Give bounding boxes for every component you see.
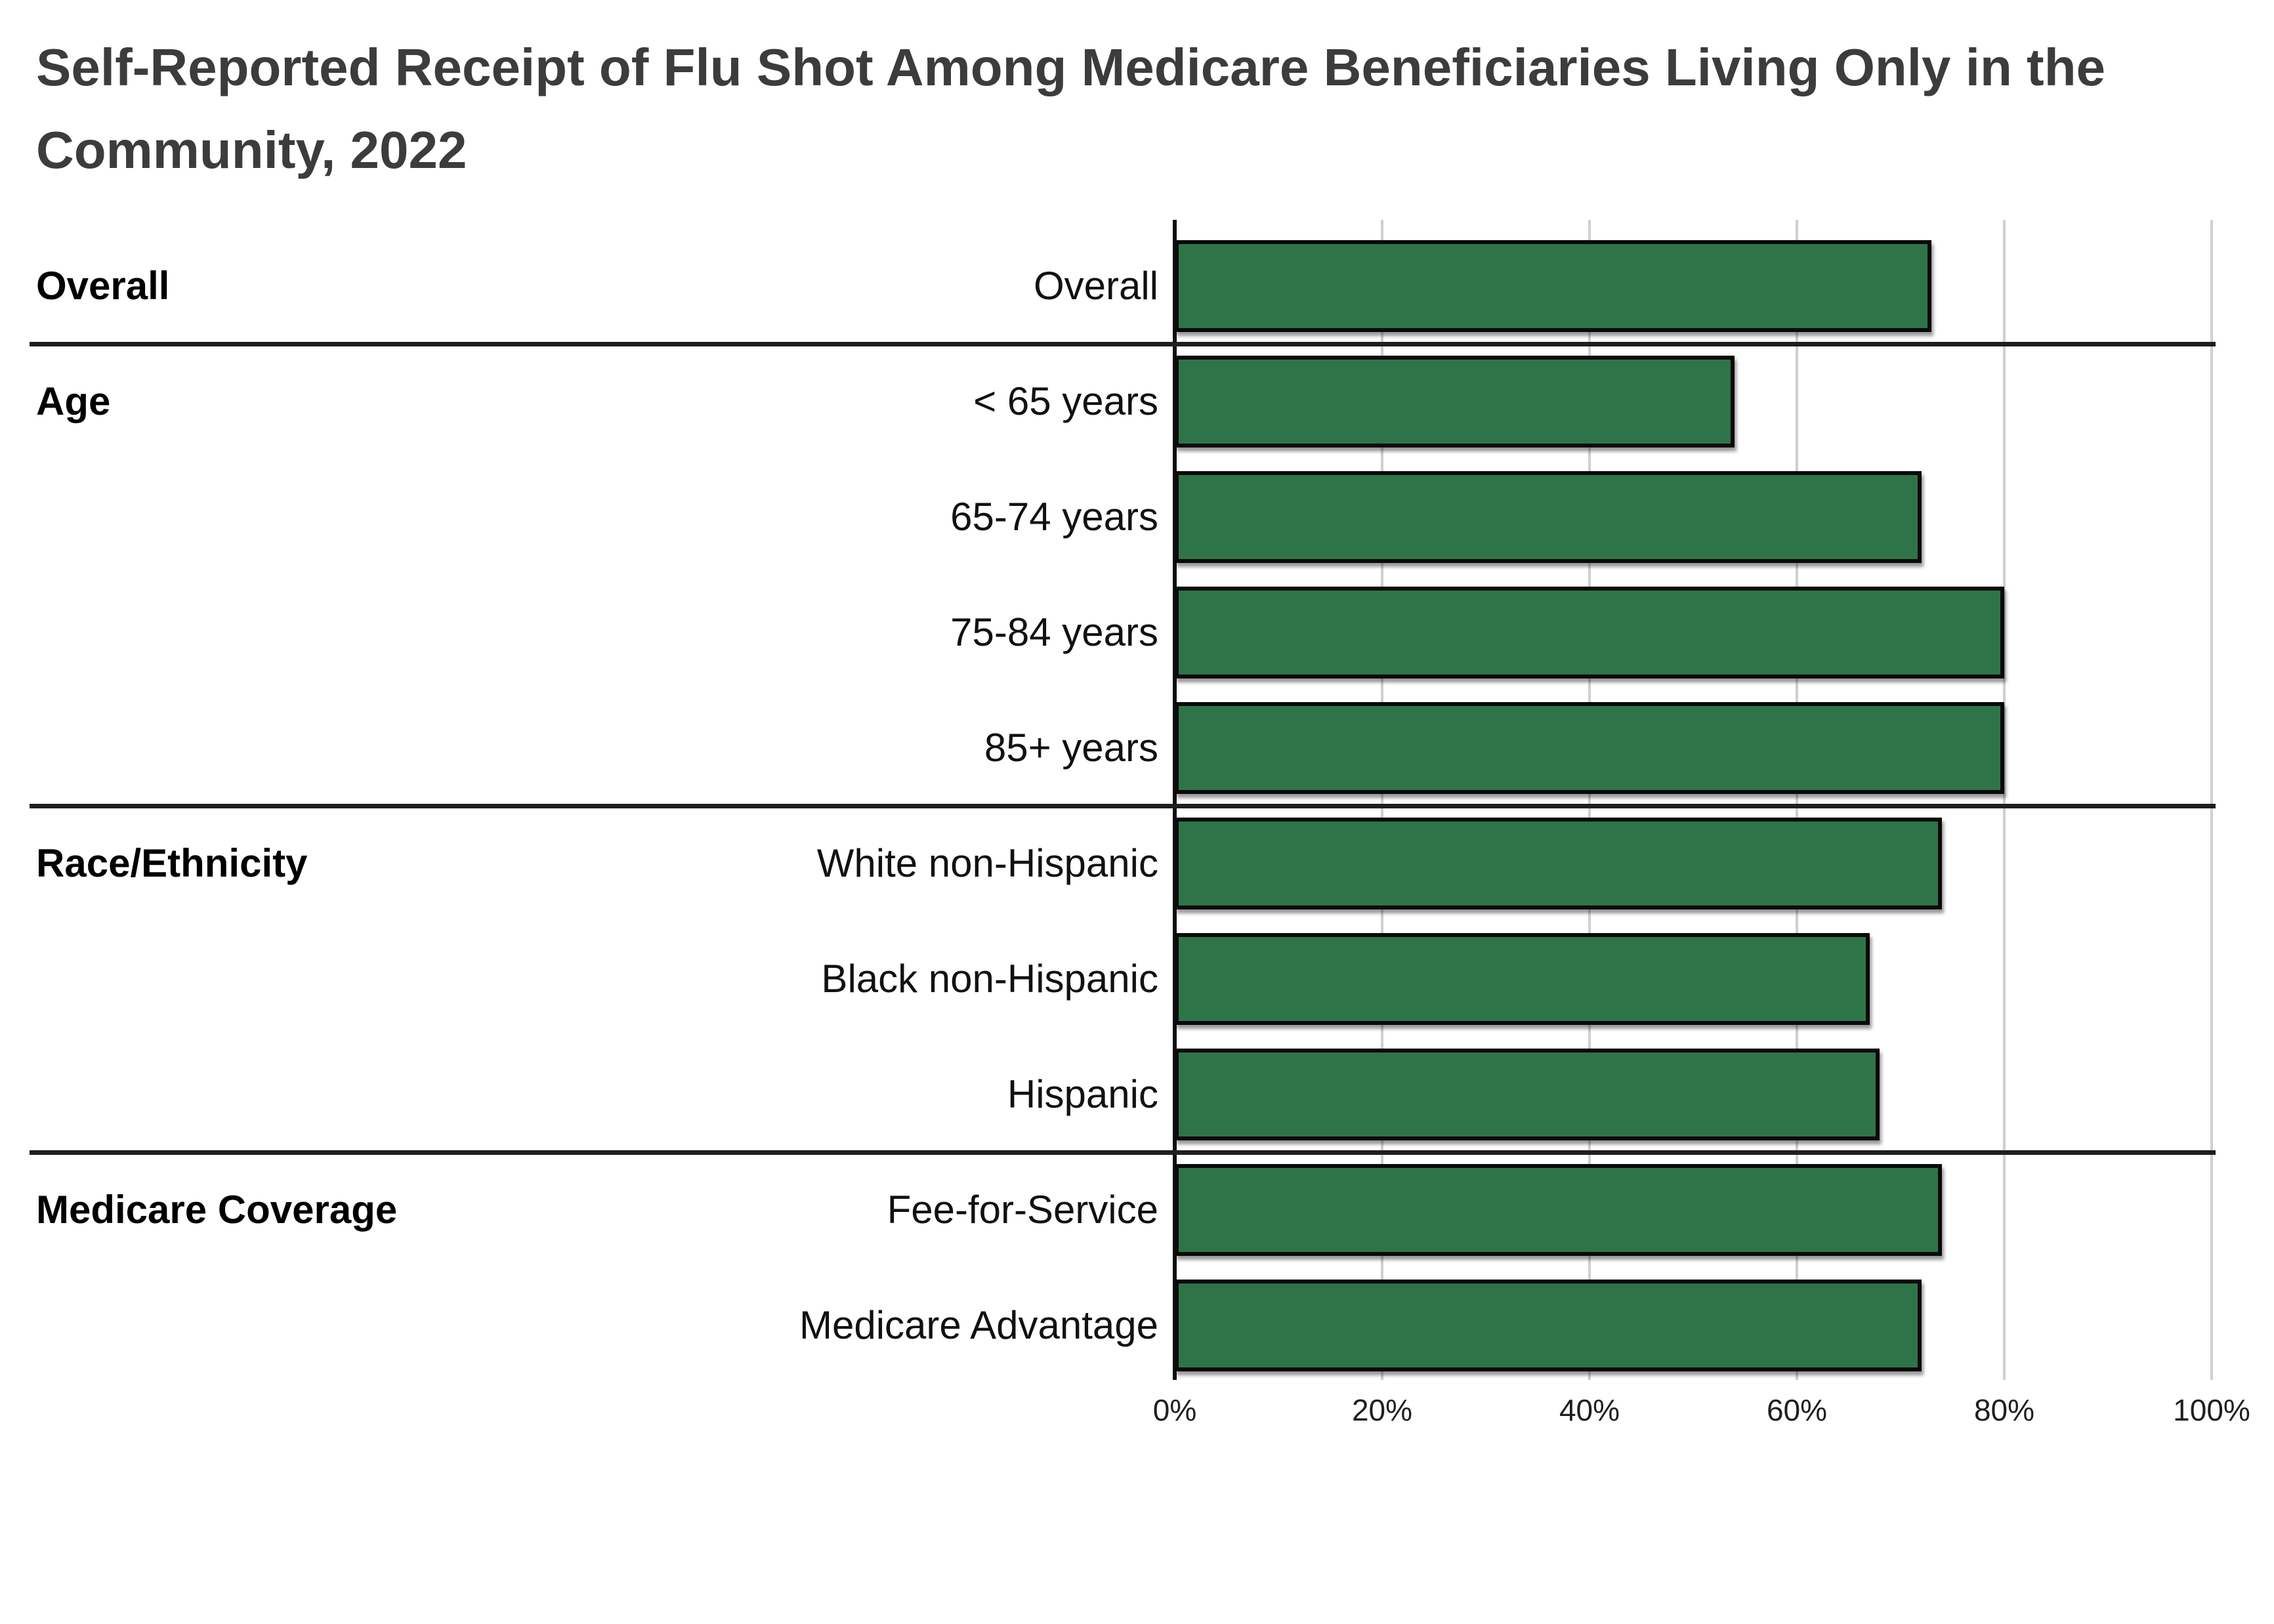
- x-axis-tick-label: 80%: [1973, 1393, 2035, 1427]
- category-label: Overall: [1033, 264, 1158, 308]
- section-separator: [30, 342, 2216, 346]
- y-axis-line: [1173, 220, 1177, 1380]
- bar-fee-for-service: [1175, 1164, 1943, 1256]
- section-separator: [30, 804, 2216, 808]
- category-label: < 65 years: [973, 379, 1158, 423]
- gridline: [1796, 220, 1798, 1380]
- category-label: Fee-for-Service: [887, 1188, 1158, 1232]
- x-axis-tick-label: 40%: [1559, 1393, 1620, 1427]
- x-axis-tick-label: 100%: [2173, 1393, 2250, 1427]
- bar-hispanic: [1175, 1049, 1880, 1140]
- group-label-age: Age: [36, 379, 111, 423]
- bar-black-non-hispanic: [1175, 933, 1870, 1025]
- x-axis-tick-label: 60%: [1766, 1393, 1828, 1427]
- category-label: 75-84 years: [950, 610, 1158, 654]
- x-axis-tick-label: 0%: [1152, 1393, 1197, 1427]
- section-separator: [30, 1150, 2216, 1155]
- bar-75-84-years: [1175, 587, 2004, 678]
- category-label: White non-Hispanic: [816, 841, 1158, 885]
- group-label-medicare-coverage: Medicare Coverage: [36, 1188, 398, 1232]
- gridline: [2003, 220, 2006, 1380]
- gridline: [2210, 220, 2213, 1380]
- chart-title: Self-Reported Receipt of Flu Shot Among …: [36, 38, 2106, 179]
- bar-overall: [1175, 240, 1932, 332]
- group-label-race-ethnicity: Race/Ethnicity: [36, 841, 308, 885]
- category-label: 65-74 years: [950, 495, 1158, 539]
- category-label: 85+ years: [984, 726, 1158, 770]
- bar-medicare-advantage: [1175, 1280, 1922, 1371]
- category-label: Medicare Advantage: [799, 1303, 1158, 1347]
- bar-65-years: [1175, 356, 1735, 448]
- bar-65-74-years: [1175, 471, 1922, 563]
- category-label: Hispanic: [1007, 1072, 1158, 1116]
- bar-white-non-hispanic: [1175, 818, 1943, 909]
- group-label-overall: Overall: [36, 264, 170, 308]
- category-label: Black non-Hispanic: [821, 957, 1158, 1001]
- x-axis-tick-label: 20%: [1351, 1393, 1413, 1427]
- bar-85-years: [1175, 702, 2004, 794]
- gridline: [1381, 220, 1383, 1380]
- gridline: [1588, 220, 1591, 1380]
